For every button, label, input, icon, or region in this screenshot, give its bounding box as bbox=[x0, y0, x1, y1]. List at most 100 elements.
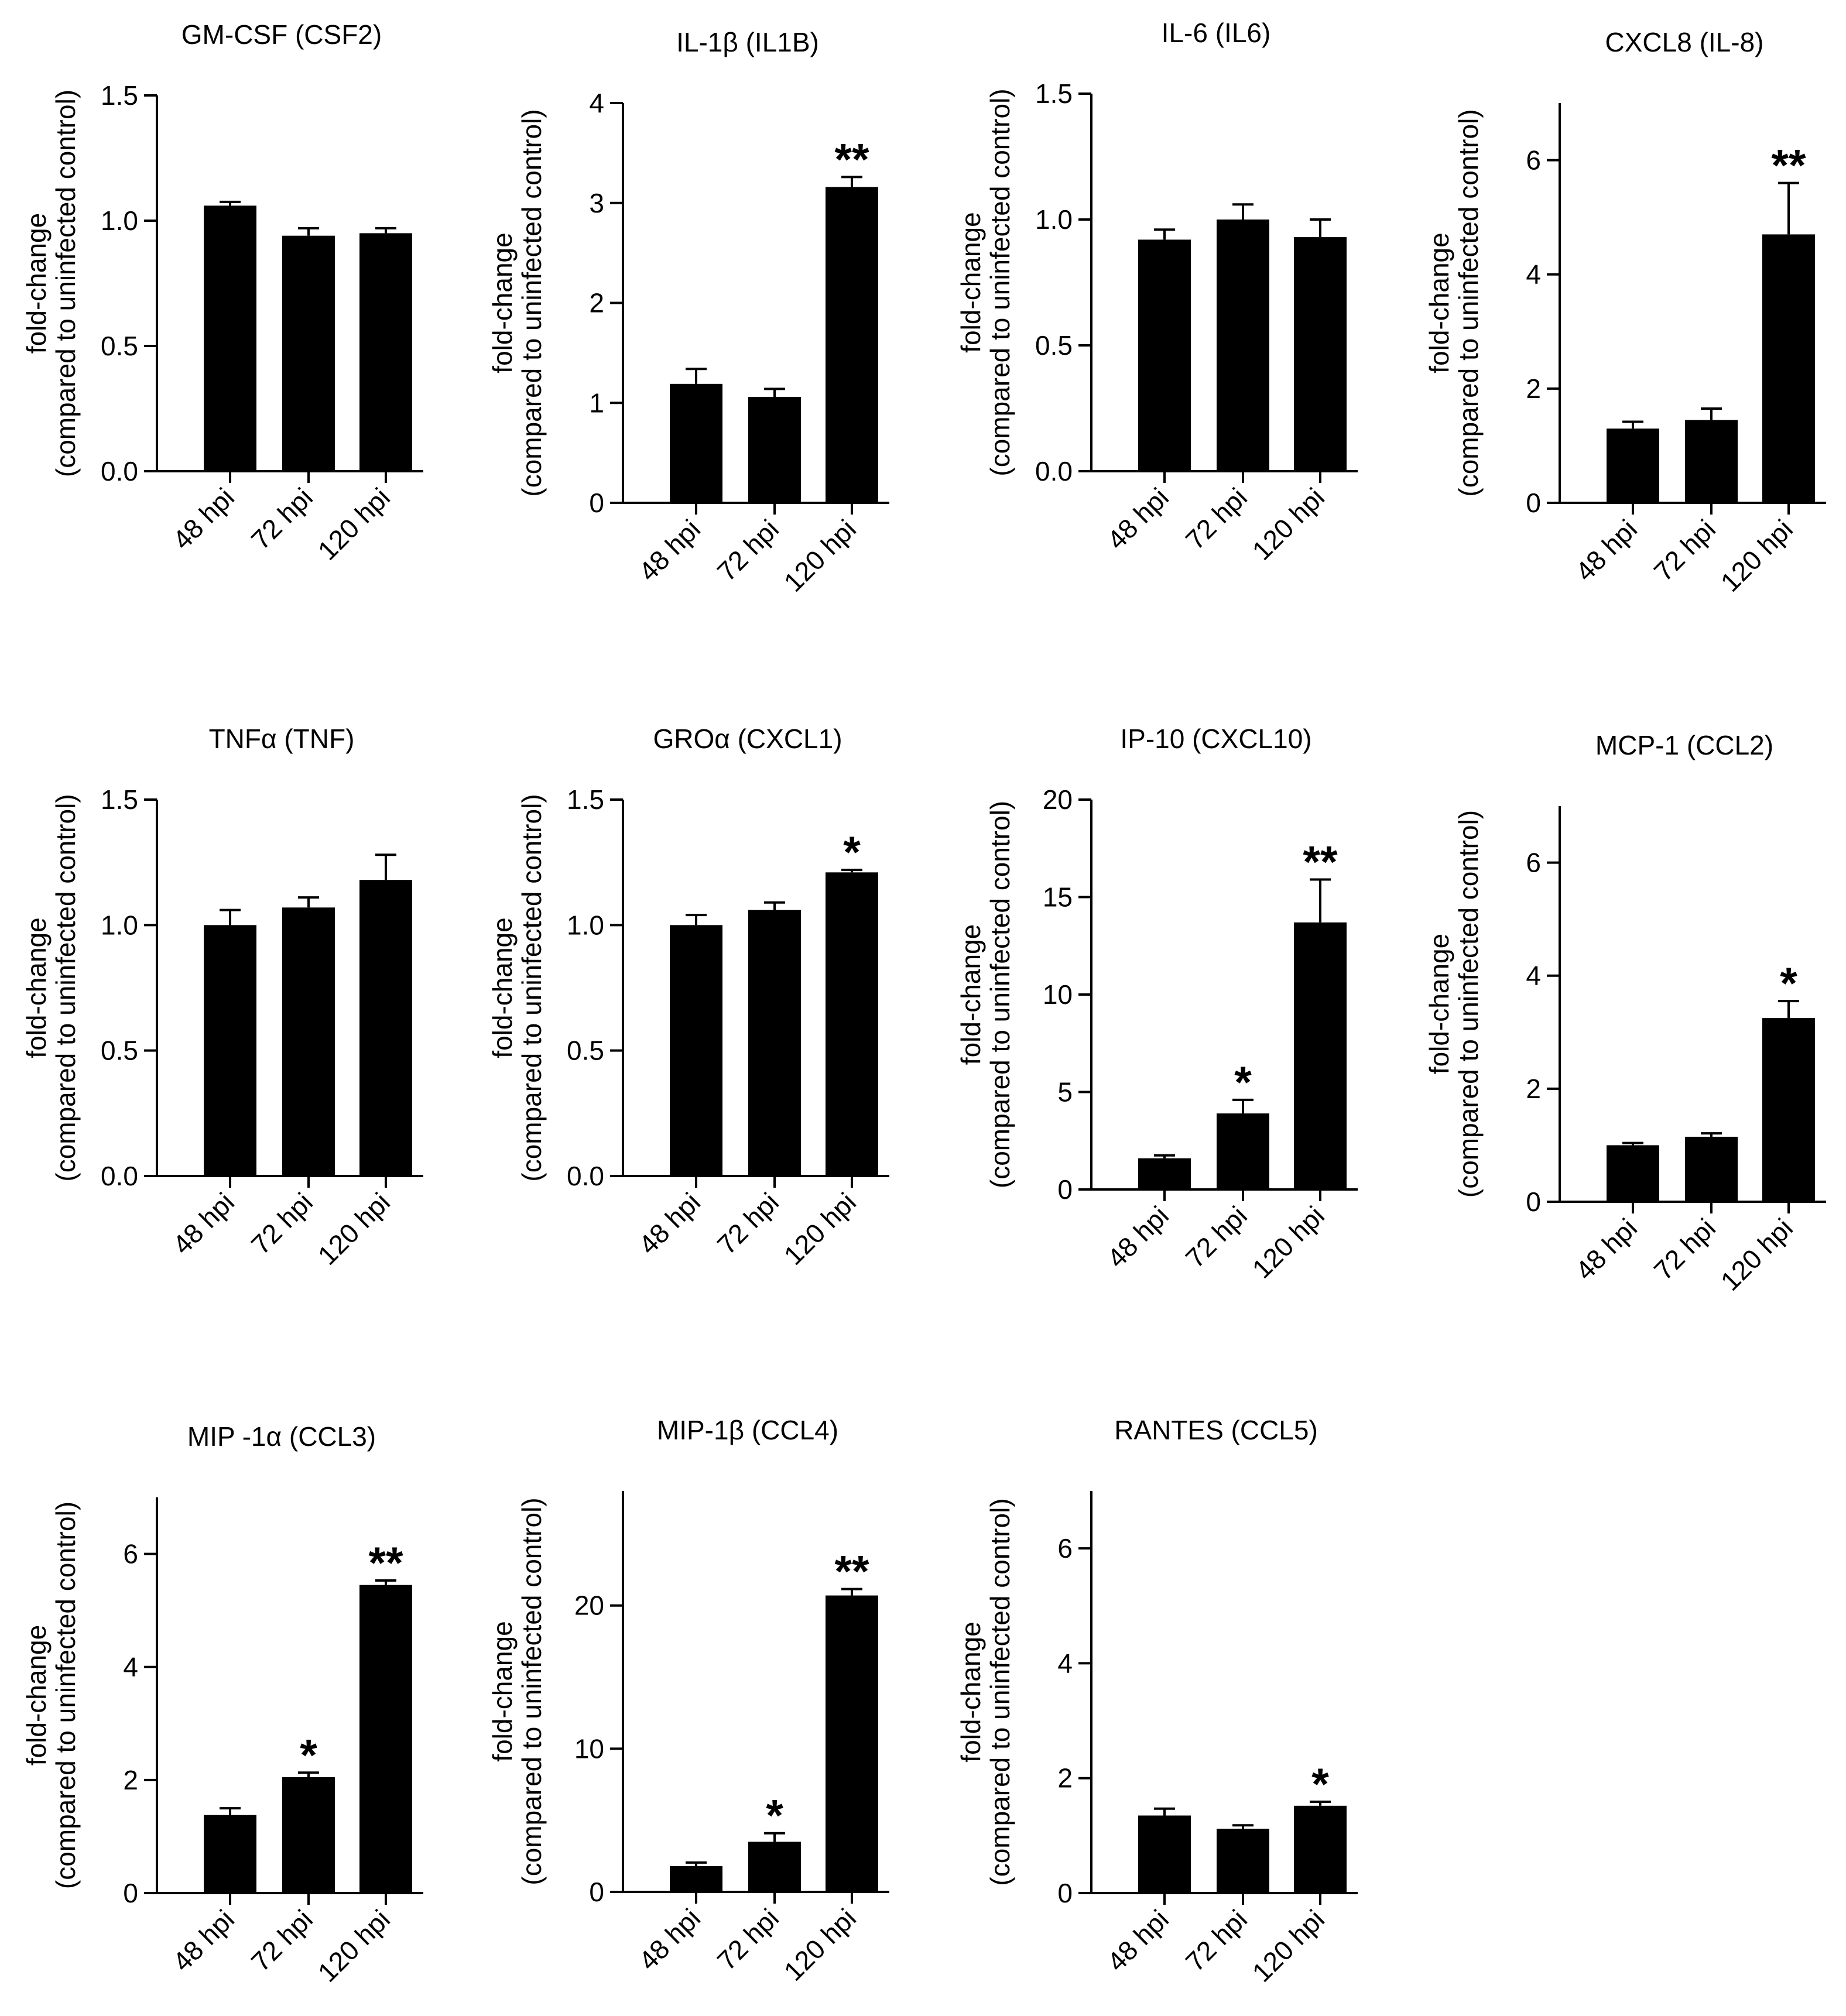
panel-2-ylabel-line1: fold-change bbox=[487, 232, 518, 373]
panel-1-ytick-label: 0.5 bbox=[101, 331, 138, 361]
panel-4-xtick-label: 72 hpi bbox=[1648, 513, 1721, 587]
panel-6-ytick-label: 1.5 bbox=[567, 784, 604, 815]
panel-3-ytick-label: 1.5 bbox=[1035, 78, 1073, 109]
panel-1-bar bbox=[359, 233, 412, 471]
panel-9-ytick-label: 0 bbox=[123, 1878, 138, 1908]
panel-3-ytick-label: 1.0 bbox=[1035, 204, 1073, 235]
panel-2-bar bbox=[748, 397, 801, 503]
panel-5-ytick-label: 0.5 bbox=[101, 1036, 138, 1066]
panel-9-ytick-label: 4 bbox=[123, 1652, 138, 1682]
panel-3-ytick-label: 0.0 bbox=[1035, 456, 1073, 486]
panel-4-ylabel-line2: (compared to uninfected control) bbox=[1453, 109, 1484, 496]
panel-3-ylabel-line2: (compared to uninfected control) bbox=[985, 88, 1015, 476]
panel-1-xtick-label: 48 hpi bbox=[167, 482, 240, 555]
panel-2-xtick-label: 48 hpi bbox=[633, 513, 706, 587]
panel-7-ylabel-line2: (compared to uninfected control) bbox=[985, 801, 1015, 1188]
panel-6-xtick-label: 72 hpi bbox=[711, 1187, 785, 1260]
panel-6-ylabel-line2: (compared to uninfected control) bbox=[516, 794, 547, 1181]
panel-10-significance: * bbox=[766, 1791, 783, 1841]
panel-6-xtick-label: 48 hpi bbox=[633, 1187, 706, 1260]
panel-8-ylabel-line2: (compared to uninfected control) bbox=[1453, 810, 1484, 1198]
panel-7-significance: * bbox=[1234, 1058, 1252, 1108]
panel-10-ylabel-line2: (compared to uninfected control) bbox=[516, 1497, 547, 1885]
panel-6-ytick-label: 0.5 bbox=[567, 1036, 604, 1066]
panel-7-ytick-label: 15 bbox=[1043, 882, 1073, 913]
panel-2-ytick-label: 3 bbox=[589, 188, 604, 218]
panel-4-title: CXCL8 (IL-8) bbox=[1605, 27, 1764, 57]
panel-10-bar bbox=[748, 1842, 801, 1892]
panel-2-ytick-label: 2 bbox=[589, 288, 604, 318]
panel-9-bar bbox=[282, 1777, 335, 1893]
panel-8-ylabel-line1: fold-change bbox=[1424, 934, 1454, 1074]
panel-9-ytick-label: 6 bbox=[123, 1539, 138, 1569]
panel-1-ylabel-line1: fold-change bbox=[21, 213, 52, 354]
panel-10-xtick-label: 120 hpi bbox=[778, 1902, 862, 1986]
panel-10-xtick-label: 72 hpi bbox=[711, 1902, 785, 1976]
panel-6-xtick-label: 120 hpi bbox=[778, 1187, 862, 1270]
panel-11-ytick-label: 6 bbox=[1057, 1533, 1073, 1564]
panel-1-ytick-label: 0.0 bbox=[101, 456, 138, 486]
panel-4-ylabel-line1: fold-change bbox=[1424, 232, 1454, 373]
panel-3-ylabel-line1: fold-change bbox=[955, 212, 986, 352]
panel-5-ytick-label: 1.5 bbox=[101, 784, 138, 815]
panel-4-xtick-label: 48 hpi bbox=[1570, 513, 1643, 587]
panel-1-ytick-label: 1.0 bbox=[101, 205, 138, 236]
panel-9-bar bbox=[359, 1585, 412, 1893]
panel-8-ytick-label: 6 bbox=[1526, 848, 1541, 878]
panel-3-xtick-label: 120 hpi bbox=[1246, 482, 1330, 565]
panel-11-ytick-label: 4 bbox=[1057, 1648, 1073, 1678]
panel-7-xtick-label: 120 hpi bbox=[1246, 1200, 1330, 1284]
panel-5-ytick-label: 0.0 bbox=[101, 1161, 138, 1191]
panel-9-xtick-label: 72 hpi bbox=[245, 1904, 318, 1977]
panel-7-bar bbox=[1138, 1158, 1191, 1189]
panel-1-xtick-label: 72 hpi bbox=[245, 482, 318, 555]
panel-2-ytick-label: 1 bbox=[589, 388, 604, 418]
panel-11-ylabel-line2: (compared to uninfected control) bbox=[985, 1498, 1015, 1885]
panel-11-bar bbox=[1294, 1805, 1347, 1893]
panel-5-xtick-label: 120 hpi bbox=[312, 1187, 396, 1270]
panel-8-bar bbox=[1607, 1145, 1659, 1202]
panel-3-bar bbox=[1294, 237, 1347, 471]
panel-3-title: IL-6 (IL6) bbox=[1162, 18, 1271, 48]
panel-9-ylabel-line2: (compared to uninfected control) bbox=[50, 1501, 81, 1889]
panel-8-ytick-label: 4 bbox=[1526, 961, 1541, 991]
panel-3-xtick-label: 48 hpi bbox=[1101, 482, 1174, 555]
panel-4-bar bbox=[1685, 420, 1738, 503]
panel-7-ytick-label: 5 bbox=[1057, 1077, 1073, 1108]
panel-9-ytick-label: 2 bbox=[123, 1765, 138, 1795]
panel-6-ylabel-line1: fold-change bbox=[487, 917, 518, 1058]
panel-4-ytick-label: 4 bbox=[1526, 259, 1541, 290]
panel-10-bar bbox=[826, 1595, 878, 1892]
panel-11-ytick-label: 0 bbox=[1057, 1878, 1073, 1908]
panel-7-bar bbox=[1294, 922, 1347, 1189]
panel-8-xtick-label: 72 hpi bbox=[1648, 1212, 1721, 1285]
panel-4-ytick-label: 6 bbox=[1526, 145, 1541, 176]
panel-11-title: RANTES (CCL5) bbox=[1114, 1415, 1318, 1445]
panel-11-significance: * bbox=[1311, 1760, 1329, 1809]
panel-10-bar bbox=[670, 1866, 722, 1892]
panel-2-xtick-label: 120 hpi bbox=[778, 513, 862, 597]
panel-7-xtick-label: 72 hpi bbox=[1180, 1200, 1253, 1273]
panel-2-significance: ** bbox=[834, 135, 869, 184]
panel-6-significance: * bbox=[843, 828, 861, 877]
panel-11-bar bbox=[1217, 1829, 1269, 1893]
panel-7-ytick-label: 0 bbox=[1057, 1174, 1073, 1205]
panel-11-xtick-label: 72 hpi bbox=[1180, 1904, 1253, 1977]
panel-2-ytick-label: 4 bbox=[589, 88, 604, 118]
panel-7-significance: ** bbox=[1303, 838, 1338, 887]
panel-10-ytick-label: 20 bbox=[574, 1590, 604, 1621]
panel-8-ytick-label: 0 bbox=[1526, 1187, 1541, 1217]
panel-8-ytick-label: 2 bbox=[1526, 1074, 1541, 1104]
panel-9-xtick-label: 120 hpi bbox=[312, 1904, 396, 1987]
panel-3-ytick-label: 0.5 bbox=[1035, 330, 1073, 361]
panel-6-bar bbox=[826, 872, 878, 1176]
panel-7-ylabel-line1: fold-change bbox=[955, 924, 986, 1065]
panel-2-ylabel-line2: (compared to uninfected control) bbox=[516, 109, 547, 496]
panel-5-ylabel-line1: fold-change bbox=[21, 917, 52, 1058]
panel-11-xtick-label: 120 hpi bbox=[1246, 1904, 1330, 1987]
panel-5-ylabel-line2: (compared to uninfected control) bbox=[50, 794, 81, 1181]
panel-6-ytick-label: 0.0 bbox=[567, 1161, 604, 1191]
panel-6-ytick-label: 1.0 bbox=[567, 910, 604, 940]
panel-3-bar bbox=[1217, 220, 1269, 471]
